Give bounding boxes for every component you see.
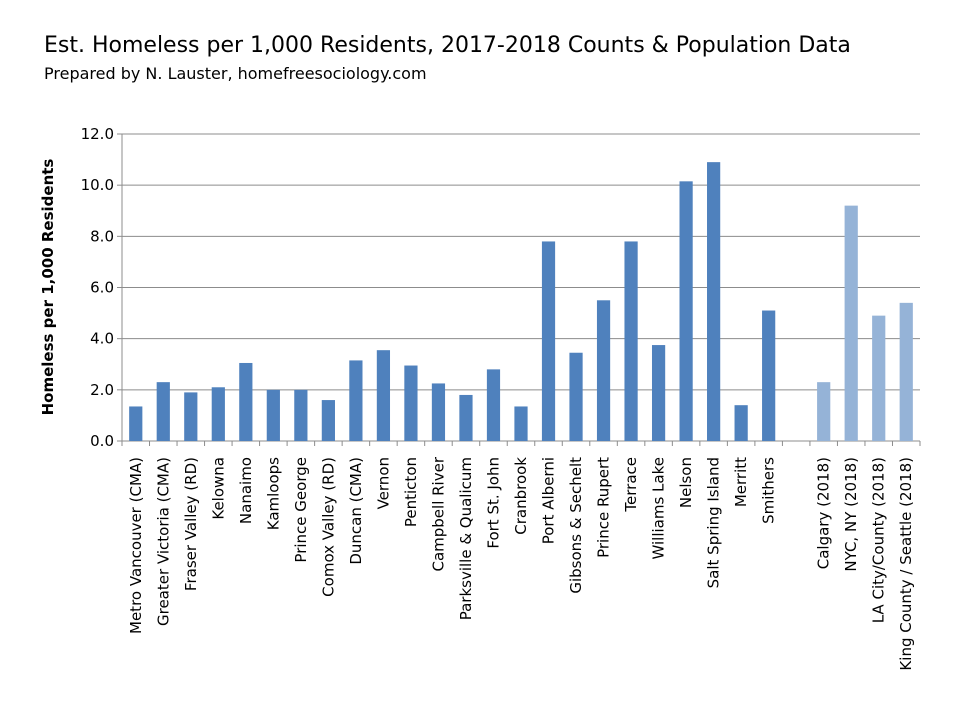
chart-subtitle: Prepared by N. Lauster, homefreesociolog…	[44, 64, 427, 83]
bar	[624, 241, 638, 441]
bar	[294, 389, 308, 441]
bar	[349, 360, 363, 441]
x-tick-label: Kamloops	[264, 457, 282, 530]
y-tick-label: 10.0	[81, 176, 114, 194]
x-tick-label: LA City/County (2018)	[870, 457, 888, 623]
bar	[541, 241, 556, 441]
x-tick-label: Williams Lake	[650, 457, 668, 560]
bar	[321, 400, 335, 441]
x-tick-label: Terrace	[622, 457, 640, 513]
x-tick-label: Vernon	[374, 457, 392, 509]
x-tick-label: Prince George	[292, 457, 310, 563]
bar	[266, 389, 280, 441]
bar	[817, 382, 831, 441]
x-tick-label: King County / Seattle (2018)	[897, 457, 915, 671]
bar	[872, 315, 886, 441]
x-tick-label: Port Alberni	[540, 457, 558, 544]
y-tick-label: 12.0	[81, 125, 114, 143]
x-tick-label: Parksville & Qualicum	[457, 457, 475, 620]
bar	[734, 405, 748, 441]
bar	[211, 387, 225, 441]
bar	[707, 162, 721, 441]
bar	[844, 205, 858, 441]
y-tick-label: 8.0	[90, 227, 114, 245]
bar	[899, 302, 913, 441]
chart-title: Est. Homeless per 1,000 Residents, 2017-…	[44, 33, 851, 58]
bar	[459, 394, 473, 441]
x-tick-label: Merritt	[732, 457, 750, 507]
bar	[431, 383, 446, 441]
bar	[129, 406, 143, 441]
x-tick-label: NYC, NY (2018)	[842, 457, 860, 572]
bar	[156, 382, 170, 441]
y-tick-label: 2.0	[90, 381, 114, 399]
y-axis-title: Homeless per 1,000 Residents	[39, 159, 57, 416]
bar	[184, 392, 198, 441]
bar	[596, 300, 611, 441]
bar	[239, 362, 253, 441]
bar	[514, 406, 528, 441]
x-tick-label: Kelowna	[209, 457, 227, 520]
bar	[376, 350, 391, 441]
x-tick-label: Salt Spring Island	[705, 457, 723, 588]
x-tick-label: Metro Vancouver (CMA)	[127, 457, 145, 634]
x-tick-label: Cranbrook	[512, 457, 530, 535]
x-tick-label: Smithers	[760, 457, 778, 524]
x-tick-label: Campbell River	[429, 456, 447, 571]
x-tick-label: Prince Rupert	[595, 457, 613, 558]
bar	[651, 345, 666, 441]
y-tick-label: 6.0	[90, 279, 114, 297]
x-tick-label: Nanaimo	[237, 457, 255, 524]
x-tick-label: Comox Valley (RD)	[319, 457, 337, 597]
bar	[679, 181, 693, 441]
y-tick-label: 4.0	[90, 330, 114, 348]
x-tick-label: Calgary (2018)	[815, 457, 833, 569]
x-tick-label: Penticton	[402, 457, 420, 527]
bar	[569, 352, 583, 441]
bar	[404, 365, 418, 441]
x-tick-label: Fraser Valley (RD)	[182, 457, 200, 591]
x-tick-label: Duncan (CMA)	[347, 457, 365, 565]
x-tick-label: Greater Victoria (CMA)	[154, 457, 172, 626]
y-tick-label: 0.0	[90, 432, 114, 450]
bar	[762, 310, 776, 441]
x-tick-label: Gibsons & Sechelt	[567, 457, 585, 594]
x-tick-label: Fort St. John	[484, 457, 502, 549]
x-tick-label: Nelson	[677, 457, 695, 508]
bar	[486, 369, 501, 441]
